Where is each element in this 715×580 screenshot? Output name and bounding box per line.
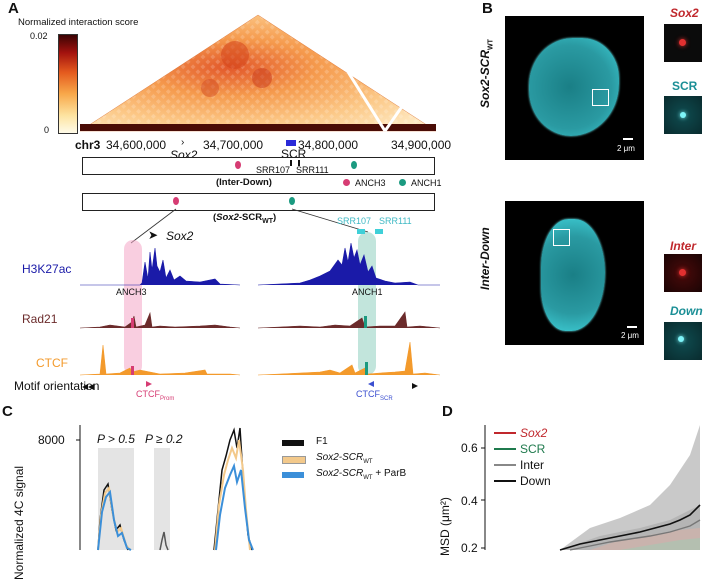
legend-c-swatch-2: [282, 456, 306, 464]
panel-c-ytick: 8000: [38, 433, 65, 447]
legend-d-swatch-1: [494, 432, 516, 434]
anch3-track-label: ANCH3: [116, 287, 147, 297]
legend-d-label-2: SCR: [520, 442, 546, 456]
micrograph-inter-down: 2 μm: [505, 201, 644, 345]
construct1-name: (Inter-Down): [216, 177, 272, 188]
colorbar-max: 0.02: [30, 31, 48, 41]
legend-d-swatch-3: [494, 464, 516, 466]
sox2-tss-arrow-icon: ➤: [148, 228, 159, 242]
panel-b-label: B: [482, 0, 493, 17]
legend-c-label-3: Sox2-SCRWT + ParB: [316, 468, 407, 481]
zoom1-bottom: [664, 96, 702, 134]
scalebar-2: [627, 326, 637, 328]
zoom1-top-label: Sox2: [670, 6, 699, 20]
legend-d-label-4: Down: [520, 474, 551, 488]
roi-box-1: [592, 89, 609, 106]
legend-d-label-3: Inter: [520, 458, 545, 472]
legend-c-label-2: Sox2-SCRWT: [316, 452, 373, 465]
scalebar-1: [623, 138, 633, 140]
zoom1-bottom-label: SCR: [672, 79, 698, 93]
heatmap-diagonal: [80, 124, 436, 131]
h3k27ac-label: H3K27ac: [22, 262, 72, 276]
ctcf-scr-label: CTCFSCR: [356, 389, 393, 402]
legend-c-swatch-3: [282, 472, 304, 478]
construct2-name: (Sox2-SCRWT): [213, 212, 277, 225]
panel-c-label: C: [2, 403, 13, 420]
p-value-1: P > 0.5: [97, 432, 135, 446]
legend-d-label-1: Sox2: [520, 426, 548, 440]
anch1-legend-label: ANCH1: [411, 178, 442, 188]
panel-d-label: D: [442, 403, 453, 420]
zoom2-bottom: [664, 322, 702, 360]
legend-d-swatch-4: [494, 480, 516, 482]
anch1-track-label: ANCH1: [352, 287, 383, 297]
anch1-dot-1: [351, 161, 357, 169]
ctcf-prom-label: CTCFProm: [136, 389, 175, 402]
panel-d-plot: [481, 425, 701, 551]
srr111-label-1: SRR111: [296, 165, 329, 175]
legend-c-swatch-1: [282, 440, 304, 446]
nucleus-1: [529, 38, 619, 136]
coord-tick-4: 34,900,000: [391, 138, 452, 152]
anch3-dot-2: [173, 197, 179, 205]
zoom1-top: [664, 24, 702, 62]
panel-d-ytick-1: 0.6: [461, 441, 478, 455]
zoom2-top-label: Inter: [670, 239, 697, 253]
srr107-label-1: SRR107: [256, 165, 291, 175]
roi-box-2: [553, 229, 570, 246]
anch1-legend-dot: [399, 179, 406, 186]
legend-c-label-1: F1: [316, 436, 328, 447]
micrograph-sox2-scr: 2 μm: [505, 16, 644, 160]
scalebar-1-label: 2 μm: [617, 144, 635, 153]
srr-marks: [290, 160, 300, 166]
panel-c-plot: [76, 425, 254, 551]
motif-orientation-label: Motif orientation: [14, 379, 100, 393]
coord-tick-1: 34,600,000: [106, 138, 167, 152]
legend-d-swatch-2: [494, 448, 516, 450]
panel-a-label: A: [8, 0, 19, 17]
srr111-track-label: SRR111: [379, 216, 412, 226]
construct-sox2-scr: [82, 193, 435, 211]
colorbar-title: Normalized interaction score: [18, 17, 139, 28]
p-value-2: P ≥ 0.2: [145, 432, 183, 446]
scr-block: [286, 140, 296, 146]
scalebar-2-label: 2 μm: [621, 331, 639, 340]
rad21-label: Rad21: [22, 312, 58, 326]
coord-tick-3: 34,800,000: [298, 138, 359, 152]
zoom-connectors: [79, 208, 441, 390]
zoom2-bottom-label: Down: [670, 304, 703, 318]
sox2-track-label: Sox2: [166, 229, 194, 243]
chrom-label: chr3: [75, 138, 101, 152]
anch1-dot-2: [289, 197, 295, 205]
colorbar-min: 0: [44, 125, 50, 135]
srr107-track-label: SRR107: [337, 216, 372, 226]
ctcf-label: CTCF: [36, 356, 68, 370]
anch3-legend-label: ANCH3: [355, 178, 386, 188]
panel-d-ytick-2: 0.4: [461, 494, 478, 508]
colorbar: [58, 34, 78, 134]
hic-heatmap: [79, 14, 437, 132]
anch3-dot-1: [235, 161, 241, 169]
sox2-arrow-icon: ›: [181, 137, 185, 148]
zoom2-top: [664, 254, 702, 292]
coord-tick-2: 34,700,000: [203, 138, 264, 152]
construct-inter-down: [82, 157, 435, 175]
nucleus-2: [541, 219, 605, 331]
anch3-legend-dot: [343, 179, 350, 186]
